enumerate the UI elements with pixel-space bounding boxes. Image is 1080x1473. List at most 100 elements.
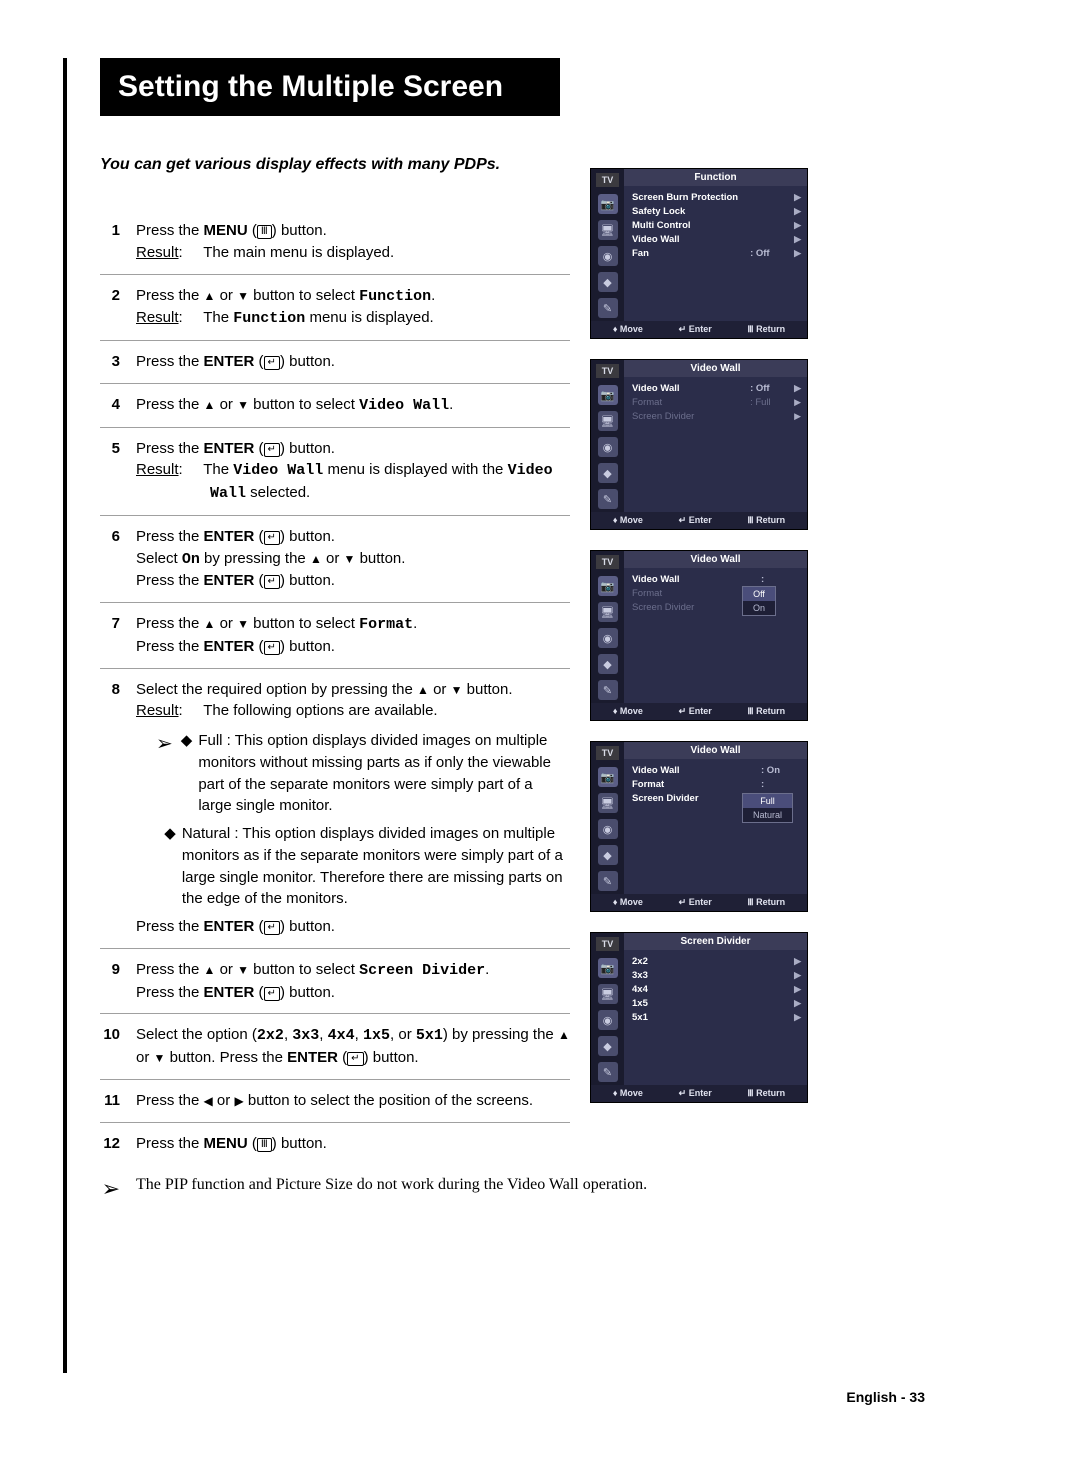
chevron-right-icon: ▶ <box>790 383 801 394</box>
step-number: 6 <box>100 526 136 592</box>
osd-tv-badge: TV <box>596 364 620 378</box>
step-number: 5 <box>100 438 136 505</box>
osd-dropdown-item: Natural <box>743 808 792 822</box>
osd-item-label: Safety Lock <box>632 206 685 217</box>
step: 8 Select the required option by pressing… <box>100 669 570 949</box>
osd-side-icon: ◉ <box>598 437 618 457</box>
osd-main: Screen Divider 2x2 ▶ 3x3 ▶ 4x4 ▶ 1x5 ▶ <box>624 933 807 1085</box>
osd-side-icon: ◉ <box>598 1010 618 1030</box>
osd-items: Video Wall : Off ▶ Format : Full ▶ Scree… <box>624 377 807 482</box>
osd-items: Screen Burn Protection ▶ Safety Lock ▶ M… <box>624 186 807 291</box>
osd-dropdown: OffOn <box>742 586 776 616</box>
osd-side-icon: 📷 <box>598 767 618 787</box>
osd-item: 2x2 ▶ <box>632 954 801 968</box>
osd-side-icon: ◆ <box>598 463 618 483</box>
osd-return: Ⅲ Return <box>747 324 785 335</box>
step: 4 Press the or button to select Video Wa… <box>100 384 570 428</box>
osd-side-icon: ◉ <box>598 819 618 839</box>
osd-screen: TV 📷🖥◉◆✎ Video Wall Video Wall : On Form… <box>590 741 808 912</box>
osd-item-label: Multi Control <box>632 220 691 231</box>
osd-side-icon: ◆ <box>598 845 618 865</box>
osd-title: Video Wall <box>624 360 807 377</box>
osd-item: Fan : Off ▶ <box>632 246 801 260</box>
step-body: Press the ENTER (↵) button.Select On by … <box>136 526 570 592</box>
osd-move: ♦ Move <box>613 515 643 526</box>
osd-side-icon: 🖥 <box>598 220 618 240</box>
step-body: Press the MENU (Ⅲ) button.Result: The ma… <box>136 220 570 264</box>
chevron-right-icon: ▶ <box>790 248 801 259</box>
osd-item-value: : <box>761 574 801 585</box>
osd-item-value: : <box>761 779 801 790</box>
osd-item-label: 2x2 <box>632 956 648 967</box>
chevron-right-icon: ▶ <box>790 984 801 995</box>
osd-dropdown-item: Off <box>743 587 775 601</box>
osd-side-icon: 🖥 <box>598 793 618 813</box>
osd-dropdown-item: Full <box>743 794 792 808</box>
osd-item-value: : Full <box>750 397 790 408</box>
step-number: 8 <box>100 679 136 938</box>
osd-item: 4x4 ▶ <box>632 982 801 996</box>
osd-title: Screen Divider <box>624 933 807 950</box>
osd-item-label: Screen Divider <box>632 793 699 804</box>
step-number: 2 <box>100 285 136 331</box>
osd-tv-badge: TV <box>596 937 620 951</box>
osd-side-icon: ◆ <box>598 654 618 674</box>
osd-return: Ⅲ Return <box>747 515 785 526</box>
steps-list: 1 Press the MENU (Ⅲ) button.Result: The … <box>100 210 570 1164</box>
chevron-right-icon: ▶ <box>790 192 801 203</box>
step-body: Press the ENTER (↵) button.Result: The V… <box>136 438 570 505</box>
note-text: The PIP function and Picture Size do not… <box>136 1176 647 1202</box>
osd-screen: TV 📷🖥◉◆✎ Video Wall Video Wall : Format … <box>590 550 808 721</box>
osd-item: Safety Lock ▶ <box>632 204 801 218</box>
osd-screenshots: TV 📷 🖥 ◉ ◆ ✎ Function Screen Burn Protection… <box>590 168 810 1123</box>
osd-sidebar: TV 📷🖥◉◆✎ <box>591 742 624 894</box>
osd-item: Format : Full ▶ <box>632 395 801 409</box>
step-number: 10 <box>100 1024 136 1069</box>
osd-item-label: 5x1 <box>632 1012 648 1023</box>
osd-items: Video Wall : On Format : Screen Divider … <box>624 759 807 864</box>
osd-item-label: 1x5 <box>632 998 648 1009</box>
chevron-right-icon: ▶ <box>790 234 801 245</box>
chevron-right-icon: ▶ <box>790 397 801 408</box>
osd-move: ♦ Move <box>613 324 643 335</box>
osd-side-icon: ✎ <box>598 871 618 891</box>
osd-side-icon: ◆ <box>598 272 618 292</box>
osd-move: ♦ Move <box>613 706 643 717</box>
osd-item: 3x3 ▶ <box>632 968 801 982</box>
osd-side-icon: 🖥 <box>598 984 618 1004</box>
osd-screen: TV 📷🖥◉◆✎ Video Wall Video Wall : Off ▶ F… <box>590 359 808 530</box>
osd-side-icon: ✎ <box>598 1062 618 1082</box>
osd-return: Ⅲ Return <box>747 897 785 908</box>
osd-screen: TV 📷🖥◉◆✎ Screen Divider 2x2 ▶ 3x3 ▶ 4x4 … <box>590 932 808 1103</box>
osd-item-label: Screen Divider <box>632 411 694 422</box>
osd-tv-badge: TV <box>596 173 620 187</box>
step: 12 Press the MENU (Ⅲ) button. <box>100 1123 570 1165</box>
osd-item: Video Wall : On <box>632 763 801 777</box>
osd-side-icon: ◉ <box>598 246 618 266</box>
step-number: 4 <box>100 394 136 417</box>
chevron-right-icon: ▶ <box>790 1012 801 1023</box>
step: 6 Press the ENTER (↵) button.Select On b… <box>100 516 570 603</box>
note-arrow-icon: ➢ <box>100 1176 136 1202</box>
osd-item-label: Video Wall <box>632 574 680 585</box>
osd-item-label: Screen Burn Protection <box>632 192 738 203</box>
step-body: Press the MENU (Ⅲ) button. <box>136 1133 570 1155</box>
osd-item-label: Video Wall <box>632 765 680 776</box>
step-number: 7 <box>100 613 136 658</box>
osd-side-icon: ✎ <box>598 298 618 318</box>
osd-footer: ♦ Move ↵ Enter Ⅲ Return <box>591 512 807 529</box>
osd-title: Function <box>624 169 807 186</box>
osd-dropdown-item: On <box>743 601 775 615</box>
osd-screen: TV 📷🖥◉◆✎ Function Screen Burn Protection… <box>590 168 808 339</box>
chevron-right-icon: ▶ <box>790 206 801 217</box>
step: 10 Select the option (2x2, 3x3, 4x4, 1x5… <box>100 1014 570 1080</box>
chevron-right-icon: ▶ <box>790 998 801 1009</box>
osd-item-label: 4x4 <box>632 984 648 995</box>
step: 5 Press the ENTER (↵) button.Result: The… <box>100 428 570 516</box>
osd-enter: ↵ Enter <box>679 324 712 335</box>
osd-main: Video Wall Video Wall : On Format : Scre… <box>624 742 807 894</box>
step-number: 11 <box>100 1090 136 1112</box>
osd-side-icon: ◉ <box>598 628 618 648</box>
osd-items: 2x2 ▶ 3x3 ▶ 4x4 ▶ 1x5 ▶ 5x1 <box>624 950 807 1055</box>
chevron-right-icon: ▶ <box>790 220 801 231</box>
